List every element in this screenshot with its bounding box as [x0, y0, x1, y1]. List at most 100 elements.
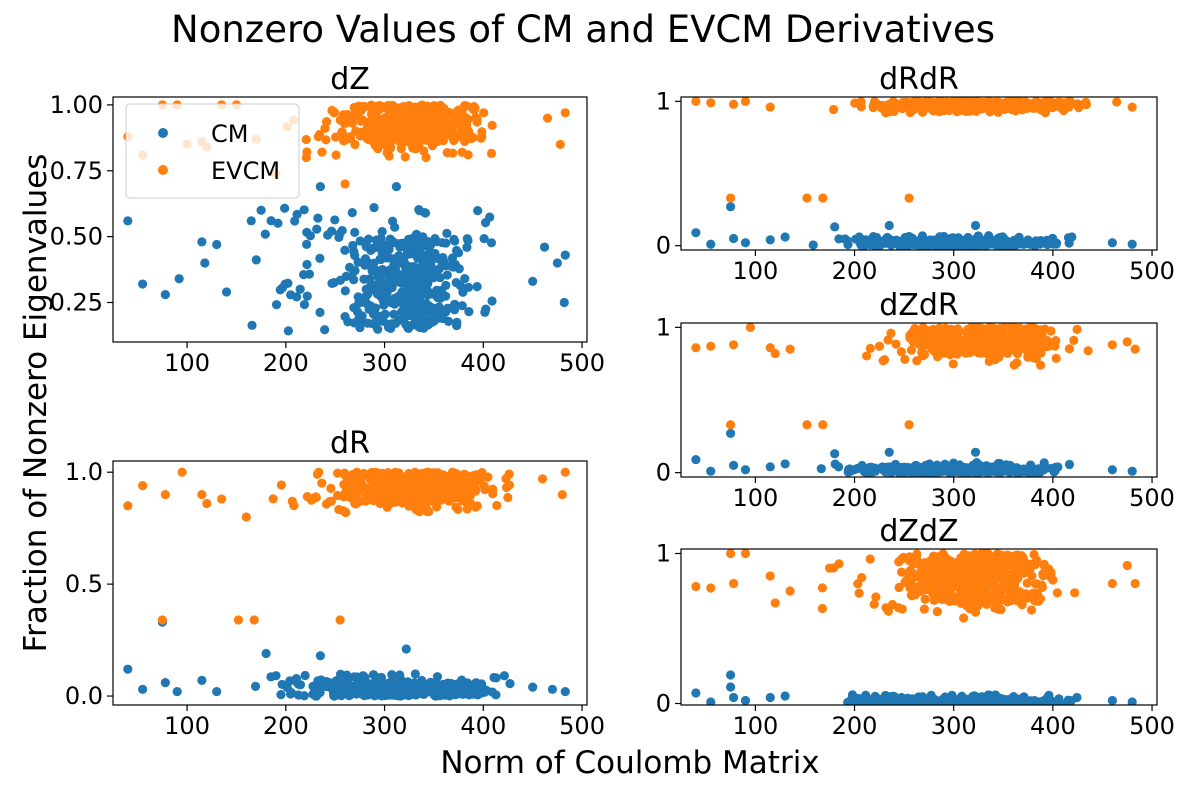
point-cm [347, 208, 357, 218]
point-cm [390, 318, 401, 328]
point-evcm [909, 325, 919, 336]
point-evcm [926, 101, 937, 111]
point-evcm [411, 135, 421, 145]
point-evcm [981, 599, 992, 609]
point-cm [361, 284, 371, 294]
point-cm [350, 227, 360, 237]
point-evcm [920, 563, 930, 573]
point-evcm [1009, 551, 1019, 561]
point-evcm [919, 604, 930, 614]
point-evcm [871, 592, 881, 602]
point-cm [505, 679, 515, 689]
point-cm [400, 679, 410, 690]
point-cm [399, 307, 409, 317]
point-evcm [442, 129, 453, 139]
point-cm [968, 694, 978, 704]
point-cm [411, 291, 421, 301]
point-evcm [979, 580, 990, 591]
x-tick-label: 100 [164, 349, 210, 377]
point-cm [260, 229, 270, 239]
point-evcm [1006, 595, 1017, 605]
point-evcm [905, 566, 915, 576]
point-cm [460, 273, 470, 284]
point-evcm [961, 591, 971, 601]
point-cm [870, 466, 880, 476]
point-evcm [725, 420, 736, 430]
point-cm [728, 692, 739, 703]
point-evcm [976, 551, 986, 561]
point-evcm [740, 549, 751, 559]
point-cm [970, 447, 981, 457]
point-evcm [331, 132, 341, 142]
point-evcm [367, 108, 378, 118]
point-evcm [728, 99, 739, 109]
point-cm [1023, 467, 1033, 477]
point-cm [329, 691, 339, 701]
y-tick-label: 1 [656, 313, 671, 341]
point-cm [900, 467, 910, 477]
point-evcm [487, 120, 497, 130]
point-evcm [1070, 588, 1080, 598]
point-evcm [955, 102, 965, 112]
axes-frame [680, 96, 1158, 251]
point-cm [463, 682, 473, 692]
point-evcm [972, 590, 982, 600]
y-tick-label: 1 [656, 540, 671, 568]
point-cm [414, 316, 424, 326]
point-cm [861, 696, 871, 705]
point-evcm [824, 563, 835, 573]
point-evcm [817, 603, 827, 614]
point-cm [447, 253, 458, 263]
point-evcm [728, 340, 739, 350]
point-evcm [980, 336, 990, 346]
point-cm [998, 695, 1008, 705]
point-evcm [1020, 593, 1030, 603]
point-evcm [338, 505, 348, 516]
x-tick-label: 100 [732, 712, 778, 740]
x-tick-label: 300 [931, 484, 977, 512]
point-evcm [448, 148, 458, 158]
point-cm [959, 238, 969, 248]
point-evcm [993, 549, 1003, 559]
point-evcm [1048, 575, 1058, 585]
point-cm [728, 460, 739, 470]
y-tick-label: 0 [656, 459, 671, 487]
point-cm [842, 236, 852, 246]
point-evcm [917, 326, 927, 336]
point-evcm [903, 99, 913, 110]
point-evcm [1130, 344, 1140, 354]
point-cm [528, 682, 538, 692]
point-cm [911, 461, 921, 471]
y-tick-label: 0.50 [50, 223, 103, 251]
point-evcm [1026, 605, 1037, 615]
point-cm [402, 279, 412, 289]
point-evcm [352, 467, 362, 477]
point-evcm [386, 125, 396, 135]
x-tick-label: 200 [832, 712, 878, 740]
point-evcm [138, 481, 148, 491]
point-evcm [369, 469, 379, 479]
point-evcm [934, 103, 944, 113]
point-evcm [557, 489, 567, 500]
point-evcm [367, 492, 378, 502]
point-cm [302, 259, 312, 270]
point-cm [936, 237, 946, 247]
point-cm [725, 670, 736, 680]
y-tick-label: 0 [656, 232, 671, 260]
point-cm [304, 269, 315, 279]
point-cm [740, 465, 751, 475]
point-cm [399, 258, 410, 268]
point-evcm [1045, 99, 1056, 109]
point-cm [1041, 463, 1052, 473]
point-evcm [1010, 585, 1020, 595]
x-tick-label: 500 [559, 712, 605, 740]
point-cm [765, 235, 775, 245]
point-evcm [900, 577, 910, 587]
point-cm [386, 275, 396, 286]
point-cm [390, 293, 400, 303]
point-evcm [363, 117, 373, 128]
point-evcm [938, 566, 948, 577]
point-cm [372, 282, 382, 292]
subplot-title: dZ [330, 62, 370, 97]
point-evcm [311, 492, 321, 503]
